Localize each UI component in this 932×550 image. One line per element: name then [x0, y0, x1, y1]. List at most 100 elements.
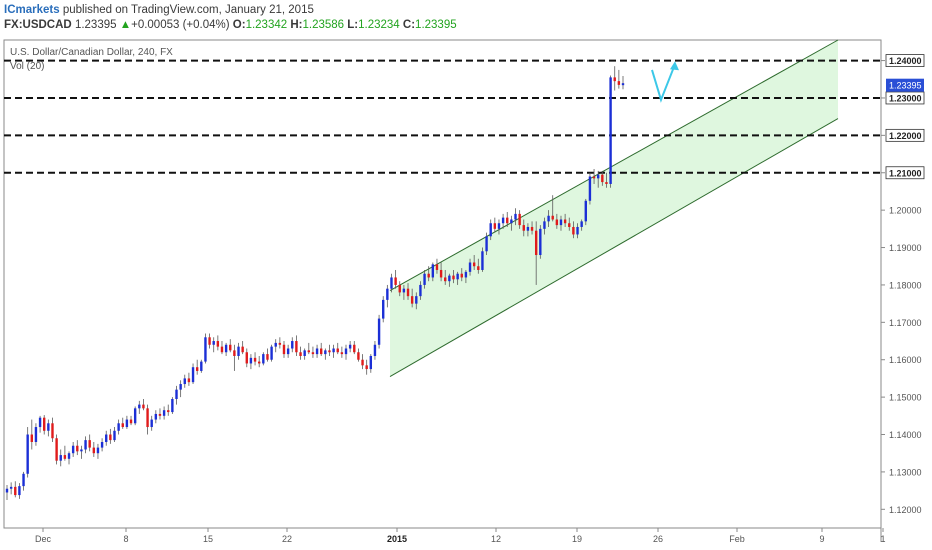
- x-tick-label: 22: [282, 534, 292, 544]
- candle-body: [468, 262, 472, 272]
- candle-body: [51, 423, 54, 439]
- candle-body: [448, 275, 451, 282]
- candle-body: [150, 419, 153, 428]
- arrow-path: [651, 63, 676, 103]
- y-tick-label: 1.19000: [889, 243, 922, 253]
- open-label: O:: [232, 19, 246, 31]
- close-label: C:: [402, 19, 416, 31]
- candle-body: [63, 455, 67, 459]
- candle-body: [22, 473, 25, 487]
- close-value: 1.23395: [415, 19, 457, 31]
- candle-body: [361, 359, 364, 366]
- candle-body: [224, 344, 228, 353]
- x-tick-label: Feb: [729, 534, 745, 544]
- y-tick-label: 1.13000: [889, 467, 922, 477]
- candle-body: [191, 367, 195, 383]
- candle-body: [605, 182, 608, 184]
- candle-body: [588, 176, 592, 201]
- candle-body: [353, 344, 356, 353]
- candle-body: [266, 354, 269, 360]
- candle-body: [336, 348, 339, 353]
- candle-body: [489, 223, 492, 237]
- candle-body: [617, 81, 621, 85]
- candle-body: [365, 365, 368, 370]
- candle-body: [621, 83, 625, 86]
- candle-body: [592, 176, 596, 179]
- candle-body: [253, 357, 257, 362]
- candle-body: [410, 296, 414, 304]
- candle-body: [472, 262, 476, 267]
- candle-body: [175, 389, 178, 399]
- y-tick-label: 1.14000: [889, 430, 922, 440]
- candle-body: [129, 419, 133, 424]
- x-tick-label: Dec: [35, 534, 52, 544]
- candle-body: [241, 346, 244, 353]
- y-tick-label: 1.21000: [889, 168, 922, 178]
- publish-info: ICmarkets published on TradingView.com, …: [4, 2, 314, 18]
- candle-body: [344, 348, 348, 355]
- symbol-label: FX:USDCAD: [4, 19, 72, 31]
- candle-body: [38, 417, 42, 428]
- candle-body: [71, 445, 75, 454]
- x-tick-label: 26: [653, 534, 663, 544]
- y-tick-label: 1.23000: [889, 93, 922, 103]
- candle-body: [47, 423, 50, 431]
- candle-body: [530, 226, 534, 231]
- candle-body: [80, 449, 83, 452]
- candle-body: [55, 438, 58, 461]
- time-axis[interactable]: Dec 8 15 22 2015 12 19 26 Feb 9 1: [35, 528, 886, 544]
- candle-body: [439, 269, 443, 278]
- quote-line: FX:USDCAD 1.23395 ▲+0.00053 (+0.04%) O:1…: [4, 17, 457, 33]
- candle-body: [477, 266, 480, 270]
- price-axis[interactable]: 1.12000 1.13000 1.14000 1.15000 1.16000 1.170…: [881, 54, 925, 515]
- candle-body: [415, 296, 418, 304]
- y-tick-label: 1.15000: [889, 393, 922, 403]
- candle-body: [551, 215, 554, 220]
- high-value: 1.23586: [302, 19, 345, 31]
- candle-body: [543, 221, 546, 229]
- candle-body: [307, 350, 310, 353]
- current-price-label: 1.23395: [889, 81, 922, 91]
- candle-body: [67, 453, 71, 459]
- candle-body: [348, 344, 352, 349]
- candle-body: [398, 284, 401, 293]
- candle-body: [220, 346, 224, 353]
- y-tick-label: 1.12000: [889, 505, 922, 515]
- price-chart[interactable]: 1.12000 1.13000 1.14000 1.15000 1.16000 1.170…: [0, 36, 932, 550]
- candle-body: [229, 344, 232, 351]
- candle-body: [402, 288, 406, 293]
- volume-indicator-label[interactable]: Vol (20): [10, 61, 44, 72]
- candle-body: [481, 251, 484, 270]
- y-tick-label: 1.24000: [889, 56, 922, 66]
- candle-body: [142, 404, 145, 409]
- candle-body: [233, 350, 236, 356]
- candle-body: [59, 455, 62, 461]
- candle-body: [109, 434, 112, 441]
- channel-upper-line: [389, 39, 839, 291]
- candle-body: [464, 271, 468, 278]
- last-price: 1.23395: [74, 19, 117, 31]
- candle-body: [262, 354, 265, 364]
- candle-body: [419, 284, 422, 297]
- candle-body: [580, 221, 583, 227]
- candle-body: [431, 264, 435, 278]
- projection-arrow: [651, 61, 679, 103]
- candle-body: [216, 341, 220, 347]
- candle-body: [386, 288, 389, 300]
- candle-body: [245, 352, 248, 364]
- candle-body: [257, 361, 261, 364]
- candle-body: [187, 378, 191, 383]
- candle-body: [506, 217, 509, 224]
- candle-body: [105, 434, 108, 442]
- candle-body: [5, 488, 9, 493]
- candle-body: [332, 348, 335, 353]
- candle-body: [526, 226, 530, 231]
- candle-body: [167, 410, 170, 413]
- candle-body: [92, 447, 96, 454]
- candle-body: [249, 357, 253, 364]
- level-price-tag: [885, 54, 925, 67]
- publisher-link[interactable]: ICmarkets: [4, 4, 60, 16]
- candle-body: [270, 346, 273, 360]
- candle-body: [522, 225, 525, 231]
- x-tick-label: 19: [572, 534, 582, 544]
